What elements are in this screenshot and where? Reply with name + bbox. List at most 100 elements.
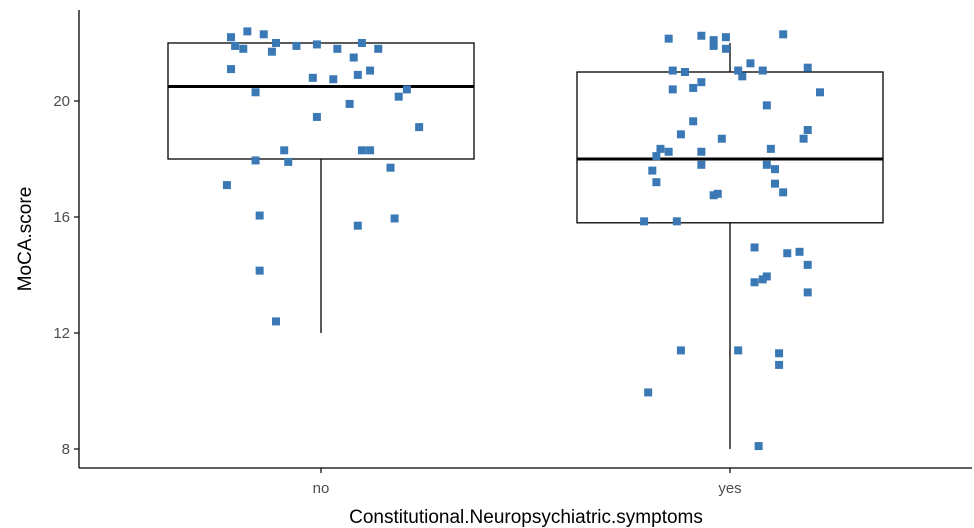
axes-layer (78, 10, 972, 469)
data-point (227, 33, 236, 42)
data-point (734, 66, 743, 75)
data-point (709, 191, 718, 200)
y-tick-label: 20 (53, 93, 70, 110)
data-point (222, 181, 231, 190)
data-point (227, 65, 236, 74)
data-point (251, 156, 260, 165)
box-body (167, 42, 475, 160)
data-point (231, 41, 240, 50)
data-point (251, 88, 260, 97)
data-point (799, 134, 808, 143)
x-tick-label: no (313, 480, 330, 497)
data-point (366, 66, 375, 75)
data-point (681, 68, 690, 76)
data-point (640, 217, 649, 226)
data-point (415, 123, 424, 132)
data-point (721, 33, 730, 42)
x-axis-title: Constitutional.Neuropsychiatric.symptoms (349, 507, 703, 528)
y-tick-label: 16 (53, 209, 70, 226)
data-point (758, 66, 767, 75)
data-point (284, 157, 293, 166)
data-point (803, 260, 812, 269)
data-point (243, 27, 252, 36)
data-point (394, 92, 403, 101)
data-point (746, 59, 755, 68)
data-point (329, 75, 338, 84)
data-point (676, 130, 685, 139)
data-point (775, 349, 784, 358)
data-point (353, 221, 362, 230)
data-point (374, 44, 383, 53)
data-point (762, 272, 771, 281)
data-point (697, 78, 706, 87)
data-point (783, 249, 792, 258)
data-point (357, 39, 366, 47)
data-point (689, 117, 698, 126)
data-point (259, 30, 268, 39)
data-point (656, 144, 665, 153)
data-point (239, 44, 248, 53)
data-point (750, 243, 759, 252)
data-point (668, 85, 677, 94)
data-point (717, 134, 726, 143)
data-point (697, 160, 706, 169)
data-point (308, 73, 317, 82)
data-point (709, 41, 718, 50)
data-point (766, 144, 775, 153)
data-point (770, 179, 779, 188)
data-point (652, 178, 661, 187)
data-point (272, 317, 281, 326)
data-point (402, 85, 411, 94)
data-point (754, 442, 763, 451)
data-point (779, 188, 788, 197)
data-point (280, 146, 289, 155)
data-point (734, 346, 743, 355)
data-point (366, 146, 375, 155)
data-point (652, 152, 661, 161)
y-tick-label: 12 (53, 325, 70, 342)
data-point (672, 217, 681, 226)
x-tick-label: yes (718, 480, 741, 497)
data-point (803, 63, 812, 72)
data-point (738, 72, 747, 81)
data-point (770, 165, 779, 174)
data-point (390, 214, 399, 223)
data-point (758, 275, 767, 284)
data-point (357, 146, 366, 155)
data-point (676, 346, 685, 355)
data-point (668, 66, 677, 75)
data-point (292, 41, 301, 50)
data-point (775, 360, 784, 369)
data-point (721, 44, 730, 53)
x-ticks-layer: no yes (313, 468, 742, 497)
data-point (697, 147, 706, 156)
data-point (386, 163, 395, 172)
data-point (803, 126, 812, 134)
data-point (803, 288, 812, 297)
data-point (762, 160, 771, 169)
data-point (272, 39, 281, 47)
data-point (779, 30, 788, 39)
data-point (697, 31, 706, 40)
data-point (312, 112, 321, 121)
data-point (353, 70, 362, 79)
box-yes (576, 43, 884, 449)
data-point (312, 40, 321, 49)
box-no (167, 42, 475, 333)
boxes-layer (167, 42, 884, 449)
data-point (815, 88, 824, 97)
y-axis-title: MoCA.score (15, 187, 36, 292)
data-point (267, 47, 276, 56)
data-point (349, 53, 358, 62)
data-point (664, 147, 673, 156)
data-point (333, 44, 342, 53)
data-point (762, 101, 771, 110)
data-point (664, 34, 673, 43)
data-point (713, 189, 722, 198)
data-point (750, 278, 759, 287)
data-point (709, 36, 718, 45)
data-point (345, 99, 354, 108)
data-point (255, 211, 264, 220)
y-tick-label: 8 (62, 441, 70, 458)
